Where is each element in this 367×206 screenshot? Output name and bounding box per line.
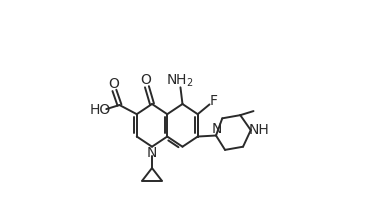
Text: O: O: [108, 77, 119, 91]
Text: N: N: [147, 146, 157, 160]
Text: F: F: [210, 94, 218, 108]
Text: HO: HO: [90, 103, 111, 117]
Text: NH: NH: [249, 123, 270, 137]
Text: NH$_2$: NH$_2$: [166, 73, 193, 89]
Text: N: N: [212, 122, 222, 136]
Text: O: O: [141, 73, 151, 87]
